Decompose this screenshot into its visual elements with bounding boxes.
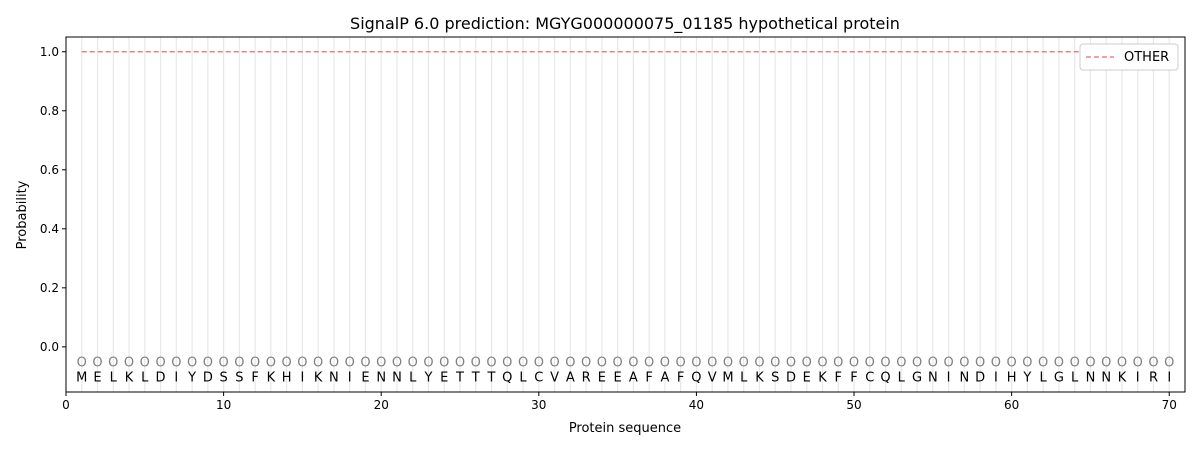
legend: OTHER [1079, 43, 1179, 71]
residue-label: L [519, 370, 527, 385]
residue-label: D [975, 370, 985, 385]
residue-label: G [912, 370, 922, 385]
residue-label: N [1086, 370, 1096, 385]
y-tick-label: 1.0 [40, 45, 59, 59]
y-axis-label: Probability [15, 180, 30, 249]
residue-label: E [440, 370, 448, 385]
residue-label: I [1136, 370, 1140, 385]
residue-label: L [1071, 370, 1079, 385]
residue-label: E [598, 370, 606, 385]
residue-label: L [110, 370, 118, 385]
residue-label: Q [880, 370, 890, 385]
residue-label: L [740, 370, 748, 385]
x-tick-label: 60 [1004, 398, 1019, 412]
residue-label: L [1040, 370, 1048, 385]
residue-label: L [409, 370, 417, 385]
residue-label: K [755, 370, 764, 385]
residue-label: R [1149, 370, 1158, 385]
residue-label: Q [691, 370, 701, 385]
residue-label: N [959, 370, 969, 385]
plot-frame [65, 36, 1186, 393]
position-labels: OOOOOOOOOOOOOOOOOOOOOOOOOOOOOOOOOOOOOOOO… [77, 356, 1175, 371]
residue-label: H [282, 370, 292, 385]
residue-label: L [141, 370, 149, 385]
residue-label: I [300, 370, 304, 385]
y-tick-label: 0.0 [40, 340, 59, 354]
residue-label: I [348, 370, 352, 385]
residue-label: C [865, 370, 874, 385]
residue-label: K [267, 370, 276, 385]
residue-label: E [803, 370, 811, 385]
residue-label: L [898, 370, 906, 385]
x-tick-label: 20 [374, 398, 389, 412]
residue-label: K [818, 370, 827, 385]
residue-label: I [1167, 370, 1171, 385]
residue-label: S [219, 370, 227, 385]
x-axis: 0 10 20 30 40 50 60 70 [62, 392, 1177, 412]
residue-label: F [850, 370, 857, 385]
residue-label: D [203, 370, 213, 385]
residue-label: A [629, 370, 638, 385]
position-gridlines [81, 37, 1170, 392]
residue-label: Y [187, 370, 196, 385]
residue-label: V [708, 370, 717, 385]
residue-label: T [455, 370, 464, 385]
y-tick-label: 0.4 [40, 222, 59, 236]
x-tick-label: 30 [531, 398, 546, 412]
residue-label: K [1118, 370, 1127, 385]
legend-box [1079, 43, 1179, 71]
residue-label: F [645, 370, 652, 385]
residue-label: F [835, 370, 842, 385]
residue-label: N [928, 370, 938, 385]
residue-label: D [156, 370, 166, 385]
y-tick-label: 0.8 [40, 104, 59, 118]
residue-label: Q [502, 370, 512, 385]
residue-label: I [994, 370, 998, 385]
residue-label: E [93, 370, 101, 385]
residue-label: F [251, 370, 258, 385]
residue-label: N [376, 370, 386, 385]
residue-label: D [786, 370, 796, 385]
residue-label: T [487, 370, 496, 385]
residue-label: K [314, 370, 323, 385]
residue-label: V [550, 370, 559, 385]
residue-label: N [329, 370, 339, 385]
residue-label: Y [424, 370, 433, 385]
residue-label: A [566, 370, 575, 385]
residue-label: A [660, 370, 669, 385]
residue-label: K [125, 370, 134, 385]
y-tick-label: 0.2 [40, 281, 59, 295]
residue-label: N [1101, 370, 1111, 385]
residue-label: F [677, 370, 684, 385]
residue-label: T [471, 370, 480, 385]
residue-label: S [771, 370, 779, 385]
residue-label: E [361, 370, 369, 385]
y-tick-label: 0.6 [40, 163, 59, 177]
residue-label: I [174, 370, 178, 385]
x-axis-label: Protein sequence [569, 421, 681, 436]
residue-label: S [235, 370, 243, 385]
residue-label: M [722, 370, 733, 385]
x-tick-label: 10 [216, 398, 231, 412]
residue-label: H [1007, 370, 1017, 385]
residue-marks: OOOOOOOOOOOOOOOOOOOOOOOOOOOOOOOOOOOOOOOO… [76, 356, 1174, 386]
x-tick-label: 0 [62, 398, 70, 412]
residue-label: I [947, 370, 951, 385]
x-tick-label: 50 [846, 398, 861, 412]
residue-label: C [534, 370, 543, 385]
residue-label: E [614, 370, 622, 385]
residue-label: G [1054, 370, 1064, 385]
y-axis: 0.0 0.2 0.4 0.6 0.8 1.0 [40, 45, 66, 354]
residue-label: Y [1022, 370, 1031, 385]
x-tick-label: 40 [689, 398, 704, 412]
residue-label: R [582, 370, 591, 385]
x-tick-label: 70 [1162, 398, 1177, 412]
legend-label-other: OTHER [1124, 50, 1169, 65]
chart-title: SignalP 6.0 prediction: MGYG000000075_01… [350, 14, 900, 34]
residue-label: N [392, 370, 402, 385]
residue-label: M [76, 370, 87, 385]
